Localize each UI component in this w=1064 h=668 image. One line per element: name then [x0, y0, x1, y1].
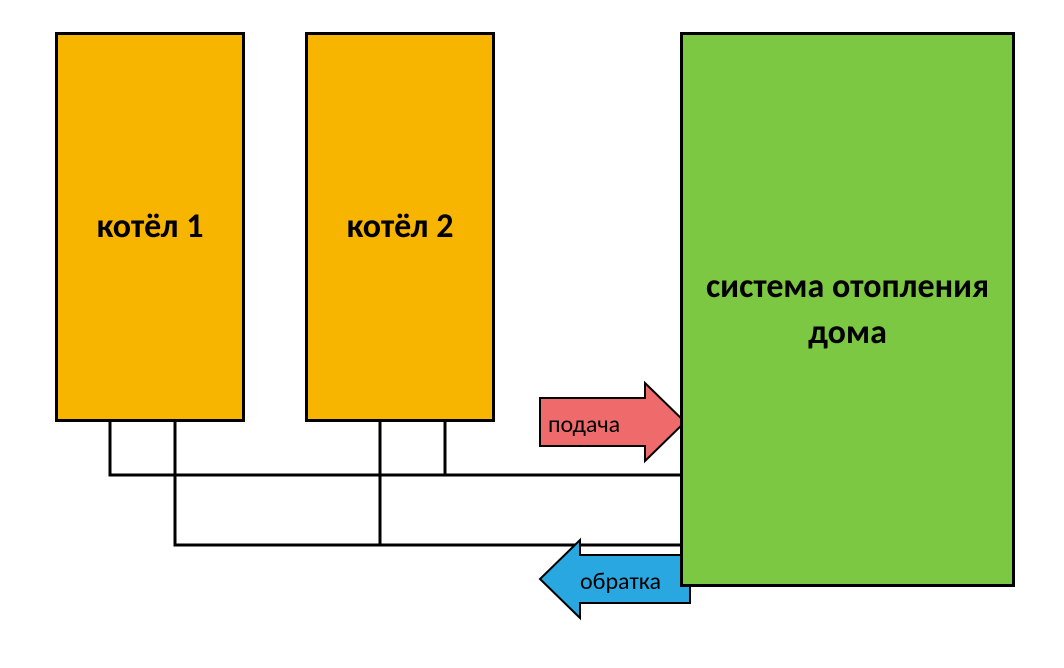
arrow-supply-icon: [540, 383, 685, 461]
arrow-return-icon: [540, 540, 690, 618]
node-boiler-1-label: котёл 1: [97, 204, 204, 250]
node-boiler-2-label: котёл 2: [347, 204, 454, 250]
node-boiler-2: котёл 2: [305, 32, 495, 422]
arrow-return-label: обратка: [580, 567, 661, 596]
node-boiler-1: котёл 1: [55, 32, 245, 422]
node-heating-system: система отопления дома: [680, 32, 1015, 587]
diagram-stage: котёл 1 котёл 2 система отопления дома п…: [0, 0, 1064, 668]
arrow-supply-label: подача: [548, 410, 620, 439]
node-heating-system-label: система отопления дома: [693, 264, 1002, 356]
